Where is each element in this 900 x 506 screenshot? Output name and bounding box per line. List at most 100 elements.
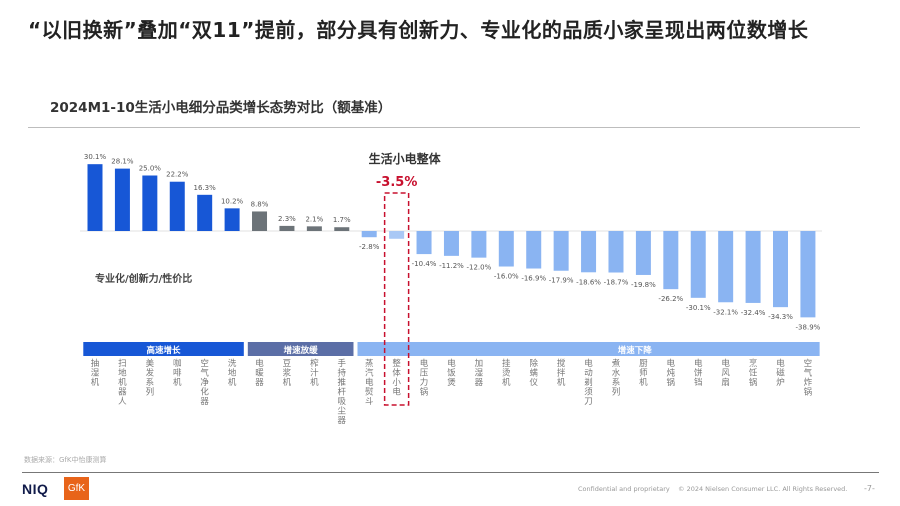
bar-6	[224, 208, 240, 231]
group-band-3	[357, 342, 820, 356]
category-label-char: 机	[557, 377, 566, 388]
footer-divider	[22, 472, 879, 473]
bar-23	[690, 231, 706, 298]
category-label-char: 炉	[776, 377, 785, 388]
category-label-char: 人	[118, 397, 127, 407]
bar-3	[142, 175, 158, 231]
data-label: -16.0%	[494, 273, 519, 281]
bar-9	[306, 226, 322, 231]
category-label-char: 化	[200, 387, 209, 398]
category-label-char: 动	[584, 368, 593, 379]
bar-22	[663, 231, 679, 290]
category-label-char: 咖	[173, 358, 182, 369]
category-label-char: 蒸	[365, 358, 374, 369]
category-label-char: 电	[392, 387, 401, 398]
category-label-char: 饼	[694, 368, 703, 379]
title-divider	[28, 127, 860, 128]
bar-4	[169, 181, 185, 231]
category-label-char: 净	[200, 377, 209, 388]
category-label-char: 地	[118, 368, 127, 379]
data-label: -32.1%	[713, 308, 738, 316]
data-label: -2.8%	[359, 243, 380, 251]
category-label-char: 电	[365, 377, 374, 388]
data-label: -30.1%	[686, 304, 711, 312]
bar-7	[252, 211, 268, 231]
category-label-char: 电	[694, 358, 703, 369]
bar-5	[197, 194, 213, 231]
category-label-char: 除	[529, 358, 538, 369]
data-label: -34.3%	[768, 313, 793, 321]
category-label-char: 湿	[475, 368, 484, 379]
data-label: -19.8%	[631, 281, 656, 289]
category-label-char: 湿	[91, 368, 100, 379]
category-label-char: 豆	[283, 359, 292, 369]
category-label-char: 持	[338, 368, 347, 379]
data-label: 2.1%	[305, 215, 323, 223]
bar-chart: 30.1%抽湿机28.1%扫地机器人25.0%美发系列22.2%咖啡机16.3%…	[80, 151, 822, 426]
data-label: 2.3%	[278, 215, 296, 223]
category-label-char: 机	[173, 377, 182, 388]
bar-2	[114, 168, 130, 231]
category-label-char: 系	[146, 377, 155, 388]
bar-17	[526, 231, 542, 269]
category-label-char: 师	[639, 368, 648, 379]
category-label-char: 锅	[420, 387, 429, 398]
category-label-char: 发	[146, 368, 155, 379]
category-label-char: 斗	[365, 397, 374, 407]
data-label: 1.7%	[333, 216, 351, 224]
category-label-char: 须	[584, 388, 593, 398]
category-label-char: 水	[612, 368, 621, 379]
category-label-char: 饭	[447, 368, 456, 379]
category-label-char: 磁	[776, 368, 785, 379]
data-label: -12.0%	[466, 264, 491, 272]
category-label-char: 整	[392, 358, 401, 369]
category-label-char: 机	[91, 377, 100, 388]
category-label-char: 机	[283, 377, 292, 388]
confidential-note: Confidential and proprietary	[578, 485, 670, 493]
category-label-char: 榨	[310, 358, 319, 369]
group-band-2	[247, 342, 354, 356]
data-source: 数据来源：GfK中怡康测算	[24, 456, 107, 464]
category-label-char: 手	[338, 358, 347, 369]
bar-8	[279, 225, 295, 231]
category-label-char: 美	[146, 358, 155, 369]
annotation-text: 专业化/创新力/性价比	[95, 272, 192, 285]
category-label-char: 仪	[529, 378, 538, 388]
bar-14	[443, 231, 459, 256]
category-label-char: 推	[338, 377, 347, 388]
category-label-char: 系	[612, 377, 621, 388]
gfk-logo: GfK	[64, 477, 89, 500]
category-label-char: 电	[447, 358, 456, 369]
category-label-char: 电	[420, 358, 429, 369]
bar-26	[773, 231, 788, 308]
category-label-char: 气	[804, 368, 813, 379]
chart-title: 2024M1-10生活小电细分品类增长态势对比（额基准）	[50, 100, 392, 116]
category-label-char: 拌	[557, 368, 566, 379]
category-label-char: 电	[584, 358, 593, 369]
data-label: -17.9%	[549, 277, 574, 285]
bar-1	[87, 164, 103, 231]
bar-15	[471, 231, 487, 258]
category-label-char: 熨	[365, 387, 374, 398]
data-label: 8.8%	[251, 200, 269, 208]
bar-19	[581, 231, 597, 273]
category-label-char: 挂	[502, 358, 511, 369]
category-label-char: 锅	[804, 387, 813, 398]
highlight-value: -3.5%	[376, 175, 417, 190]
category-label-char: 扫	[118, 358, 127, 369]
niq-logo: NIQ	[22, 481, 49, 497]
highlight-box	[383, 192, 410, 406]
data-label: 10.2%	[221, 197, 244, 205]
category-label-char: 吸	[338, 397, 347, 407]
data-label: -16.9%	[521, 275, 546, 283]
group-label: 增速下降	[618, 345, 653, 356]
category-label-char: 抽	[91, 358, 100, 369]
category-label-char: 器	[118, 388, 127, 398]
category-label-char: 风	[721, 369, 730, 379]
data-label: 28.1%	[111, 158, 134, 166]
bar-16	[498, 231, 514, 267]
bar-27	[800, 231, 816, 318]
page-number: -7-	[864, 484, 875, 493]
category-label-char: 锅	[749, 377, 758, 388]
category-label-char: 机	[310, 377, 319, 388]
